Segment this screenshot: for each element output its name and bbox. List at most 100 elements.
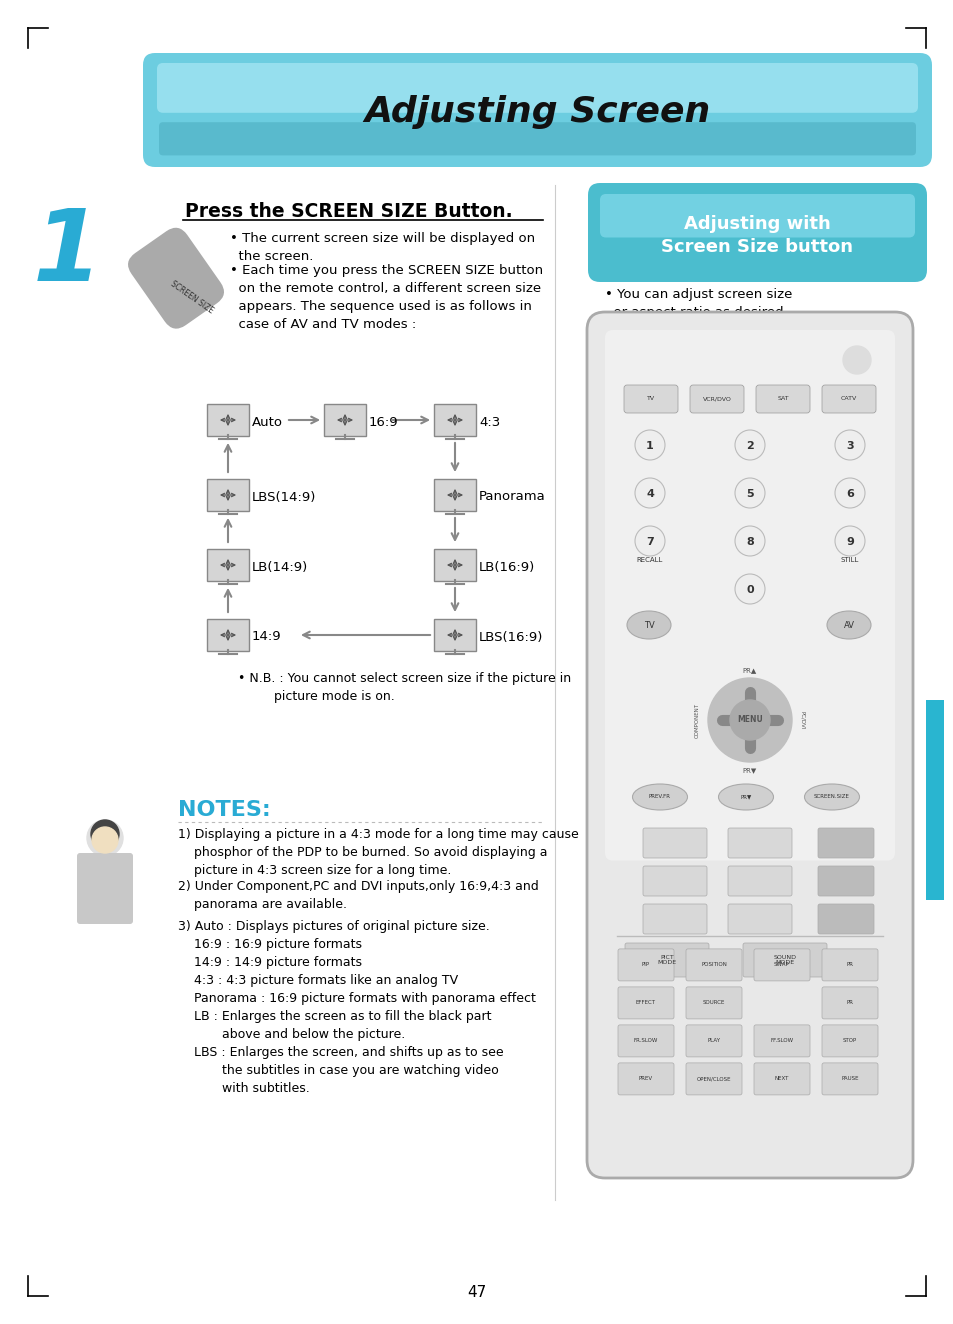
Text: 1: 1: [33, 205, 103, 302]
Circle shape: [734, 478, 764, 508]
Text: TV: TV: [646, 396, 655, 401]
FancyBboxPatch shape: [434, 479, 476, 511]
Text: LBS(14:9): LBS(14:9): [252, 490, 316, 503]
Text: STILL: STILL: [840, 557, 859, 563]
Text: PC/DVI: PC/DVI: [800, 711, 804, 730]
Text: RECALL: RECALL: [637, 557, 662, 563]
FancyBboxPatch shape: [159, 122, 915, 155]
Text: SAT: SAT: [777, 396, 788, 401]
Circle shape: [834, 430, 864, 459]
Text: 16:9: 16:9: [369, 416, 398, 429]
FancyBboxPatch shape: [604, 330, 894, 861]
FancyBboxPatch shape: [618, 1063, 673, 1095]
Text: EFFECT: EFFECT: [636, 1001, 656, 1005]
FancyBboxPatch shape: [599, 195, 914, 237]
Text: PR▼: PR▼: [740, 794, 751, 800]
Text: PR▲: PR▲: [742, 667, 757, 673]
Ellipse shape: [803, 784, 859, 810]
Circle shape: [729, 700, 769, 740]
Circle shape: [87, 820, 123, 857]
FancyBboxPatch shape: [618, 1025, 673, 1057]
Text: 4: 4: [645, 489, 653, 499]
FancyBboxPatch shape: [642, 828, 706, 858]
FancyBboxPatch shape: [434, 549, 476, 581]
FancyBboxPatch shape: [642, 904, 706, 933]
FancyBboxPatch shape: [685, 1063, 741, 1095]
Text: 7: 7: [645, 538, 653, 547]
Text: MENU: MENU: [737, 715, 762, 724]
Text: PR: PR: [845, 963, 853, 968]
Circle shape: [91, 828, 118, 853]
FancyBboxPatch shape: [753, 1025, 809, 1057]
Text: CATV: CATV: [840, 396, 856, 401]
Text: NOTES:: NOTES:: [178, 800, 271, 820]
Text: 0: 0: [745, 585, 753, 594]
Text: LB(14:9): LB(14:9): [252, 560, 308, 573]
FancyBboxPatch shape: [689, 385, 743, 413]
Text: • The current screen size will be displayed on
  the screen.: • The current screen size will be displa…: [230, 232, 535, 263]
Ellipse shape: [626, 610, 670, 639]
Text: SOURCE: SOURCE: [702, 1001, 724, 1005]
FancyBboxPatch shape: [821, 1063, 877, 1095]
FancyBboxPatch shape: [685, 1025, 741, 1057]
Text: LB(16:9): LB(16:9): [478, 560, 535, 573]
FancyBboxPatch shape: [821, 385, 875, 413]
Text: PREV.FR: PREV.FR: [648, 794, 670, 800]
FancyBboxPatch shape: [324, 404, 366, 436]
FancyBboxPatch shape: [587, 183, 926, 282]
Ellipse shape: [826, 610, 870, 639]
Ellipse shape: [718, 784, 773, 810]
Text: • Each time you press the SCREEN SIZE button
  on the remote control, a differen: • Each time you press the SCREEN SIZE bu…: [230, 263, 542, 331]
Circle shape: [635, 430, 664, 459]
Circle shape: [842, 346, 870, 373]
FancyBboxPatch shape: [434, 404, 476, 436]
Circle shape: [834, 478, 864, 508]
Text: PR▼: PR▼: [742, 767, 757, 773]
Circle shape: [91, 820, 119, 847]
Text: 9: 9: [845, 538, 853, 547]
FancyBboxPatch shape: [821, 986, 877, 1019]
Text: PAUSE: PAUSE: [841, 1076, 858, 1082]
Text: VCR/DVO: VCR/DVO: [701, 396, 731, 401]
FancyBboxPatch shape: [157, 64, 917, 113]
FancyBboxPatch shape: [143, 53, 931, 167]
FancyBboxPatch shape: [77, 853, 132, 924]
Circle shape: [635, 526, 664, 556]
FancyBboxPatch shape: [817, 904, 873, 933]
Text: 6: 6: [845, 489, 853, 499]
Text: LBS(16:9): LBS(16:9): [478, 630, 543, 643]
Text: 47: 47: [467, 1286, 486, 1300]
Text: 4:3: 4:3: [478, 416, 499, 429]
Text: SWAP: SWAP: [773, 963, 789, 968]
FancyBboxPatch shape: [755, 385, 809, 413]
FancyBboxPatch shape: [727, 904, 791, 933]
Text: PIP: PIP: [641, 963, 649, 968]
Text: PREV: PREV: [639, 1076, 653, 1082]
Text: SCREEN.SIZE: SCREEN.SIZE: [813, 794, 849, 800]
FancyBboxPatch shape: [817, 828, 873, 858]
Text: 1) Displaying a picture in a 4:3 mode for a long time may cause
    phosphor of : 1) Displaying a picture in a 4:3 mode fo…: [178, 828, 578, 876]
Circle shape: [734, 526, 764, 556]
FancyBboxPatch shape: [925, 700, 943, 900]
Text: TV: TV: [643, 621, 654, 629]
Text: 2) Under Component,PC and DVI inputs,only 16:9,4:3 and
    panorama are availabl: 2) Under Component,PC and DVI inputs,onl…: [178, 880, 538, 911]
FancyBboxPatch shape: [727, 866, 791, 896]
FancyBboxPatch shape: [129, 229, 223, 327]
Text: 1: 1: [645, 441, 653, 451]
FancyBboxPatch shape: [742, 943, 826, 977]
Text: 5: 5: [745, 489, 753, 499]
Text: 8: 8: [745, 538, 753, 547]
Circle shape: [834, 526, 864, 556]
Text: AV: AV: [842, 621, 854, 629]
Circle shape: [734, 430, 764, 459]
FancyBboxPatch shape: [623, 385, 678, 413]
Text: Panorama: Panorama: [478, 490, 545, 503]
Text: SCREEN SIZE: SCREEN SIZE: [169, 279, 214, 315]
FancyBboxPatch shape: [753, 1063, 809, 1095]
Text: Adjusting Screen: Adjusting Screen: [364, 95, 710, 128]
Text: SOUND
MODE: SOUND MODE: [773, 955, 796, 965]
Text: PLAY: PLAY: [707, 1038, 720, 1043]
FancyBboxPatch shape: [685, 949, 741, 981]
FancyBboxPatch shape: [434, 620, 476, 651]
Text: • You can adjust screen size
  or aspect ratio as desired.: • You can adjust screen size or aspect r…: [604, 289, 792, 319]
